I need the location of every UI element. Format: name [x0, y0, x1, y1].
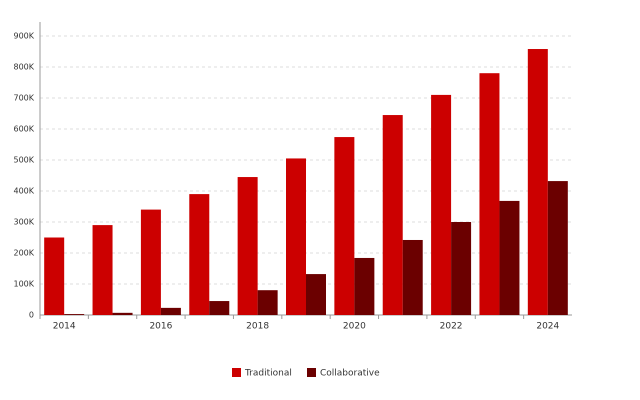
bar: [451, 222, 472, 315]
bar: [160, 307, 181, 315]
bar: [237, 177, 258, 315]
bar: [44, 237, 65, 315]
legend-swatch: [232, 368, 241, 377]
bar: [479, 73, 500, 315]
y-tick-label: 900K: [13, 32, 34, 41]
y-tick-label: 500K: [13, 156, 34, 165]
x-tick-label: 2018: [246, 322, 269, 332]
y-tick-label: 700K: [13, 94, 34, 103]
x-tick-label: 2014: [53, 322, 76, 332]
x-tick-label: 2020: [343, 322, 366, 332]
legend-label: Collaborative: [320, 369, 380, 379]
bar: [189, 194, 210, 315]
bar: [527, 49, 548, 316]
bar: [354, 257, 375, 315]
y-tick-label: 600K: [13, 125, 34, 134]
x-tick-label: 2016: [149, 322, 172, 332]
bar: [402, 239, 423, 315]
bar: [499, 200, 520, 315]
bar: [92, 225, 113, 315]
y-tick-label: 300K: [13, 218, 34, 227]
bar: [547, 181, 568, 315]
bar: [257, 290, 278, 315]
bar: [209, 301, 230, 315]
y-tick-label: 0: [29, 311, 34, 320]
bar: [334, 137, 355, 315]
y-tick-label: 100K: [13, 280, 34, 289]
x-tick-label: 2022: [440, 322, 463, 332]
bar: [431, 94, 452, 316]
bar: [64, 314, 85, 315]
y-tick-label: 400K: [13, 187, 34, 196]
y-tick-label: 200K: [13, 249, 34, 258]
legend-label: Traditional: [244, 369, 292, 379]
bar: [382, 115, 403, 315]
bar: [140, 209, 161, 315]
x-tick-label: 2024: [536, 322, 559, 332]
bar: [286, 158, 306, 315]
bar: [112, 312, 133, 315]
y-tick-label: 800K: [13, 63, 34, 72]
legend-swatch: [307, 368, 316, 377]
bar: [306, 274, 326, 315]
